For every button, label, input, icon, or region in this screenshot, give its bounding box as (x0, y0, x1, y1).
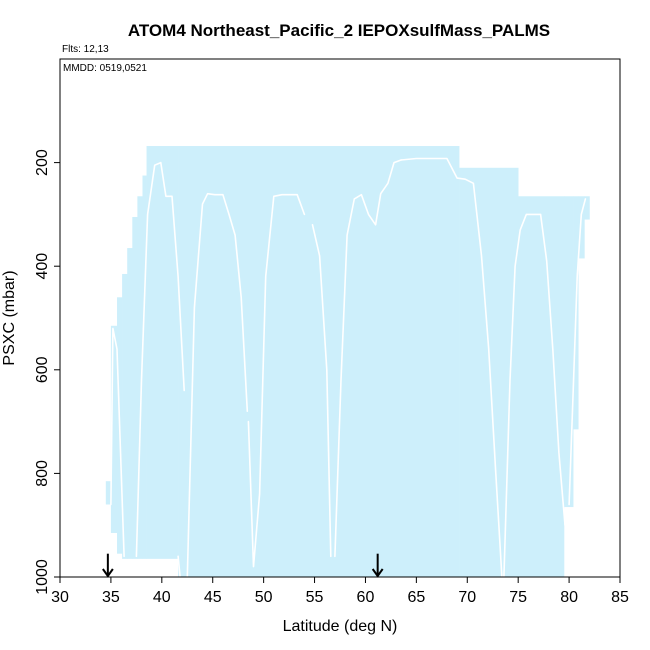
x-axis: 30 35 40 45 50 55 60 65 70 75 80 85 (51, 576, 629, 606)
y-tick-label-2: 600 (34, 356, 51, 383)
chart-title: ATOM4 Northeast_Pacific_2 IEPOXsulfMass_… (128, 21, 550, 40)
coverage-layer (105, 146, 590, 578)
flight-arrow-1 (371, 553, 384, 578)
profile-trace-5 (311, 224, 332, 558)
y-axis-label: PSXC (mbar) (1, 270, 18, 365)
profile-trace-6 (334, 159, 402, 558)
coverage-column-4 (127, 248, 133, 559)
profile-layer (110, 157, 587, 578)
coverage-column-9 (178, 146, 460, 578)
coverage-column-5 (132, 216, 138, 559)
coverage-column-14 (578, 196, 585, 259)
y-tick-label-3: 800 (34, 460, 51, 487)
flight-arrow-0 (102, 553, 114, 578)
coverage-column-10 (459, 167, 519, 577)
y-tick-label-1: 400 (34, 253, 51, 280)
profile-trace-2 (177, 555, 181, 578)
coverage-column-3 (122, 273, 128, 559)
x-tick-label-4: 50 (255, 589, 273, 606)
coverage-column-6 (137, 196, 143, 559)
x-tick-label-2: 40 (153, 589, 171, 606)
arrow-layer (102, 553, 384, 578)
profile-trace-3 (186, 192, 249, 578)
profile-trace-4 (247, 193, 306, 568)
flights-annotation: Flts: 12,13 (62, 44, 109, 55)
coverage-column-0 (105, 481, 112, 505)
y-axis: 200 400 600 800 1000 (34, 149, 61, 595)
x-tick-label-10: 80 (560, 589, 578, 606)
y-tick-label-4: 1000 (34, 559, 51, 595)
coverage-column-15 (584, 196, 590, 220)
profile-trace-0 (110, 327, 125, 558)
coverage-column-1 (110, 325, 118, 533)
profile-trace-9 (568, 198, 587, 506)
x-tick-label-6: 60 (357, 589, 375, 606)
profile-trace-8 (503, 213, 566, 578)
profile-trace-7 (400, 157, 503, 578)
coverage-column-11 (518, 196, 565, 577)
x-tick-label-1: 35 (102, 589, 120, 606)
x-tick-label-0: 30 (51, 589, 69, 606)
x-axis-label: Latitude (deg N) (283, 618, 398, 635)
coverage-column-7 (142, 175, 147, 559)
x-tick-label-8: 70 (458, 589, 476, 606)
coverage-column-12 (564, 196, 574, 508)
dates-annotation: MMDD: 0519,0521 (63, 63, 147, 74)
profile-trace-1 (135, 161, 185, 558)
x-tick-label-5: 55 (306, 589, 324, 606)
x-tick-label-11: 85 (611, 589, 629, 606)
x-tick-label-9: 75 (509, 589, 527, 606)
x-tick-label-7: 65 (407, 589, 425, 606)
y-tick-label-0: 200 (34, 149, 51, 176)
x-tick-label-3: 45 (204, 589, 222, 606)
